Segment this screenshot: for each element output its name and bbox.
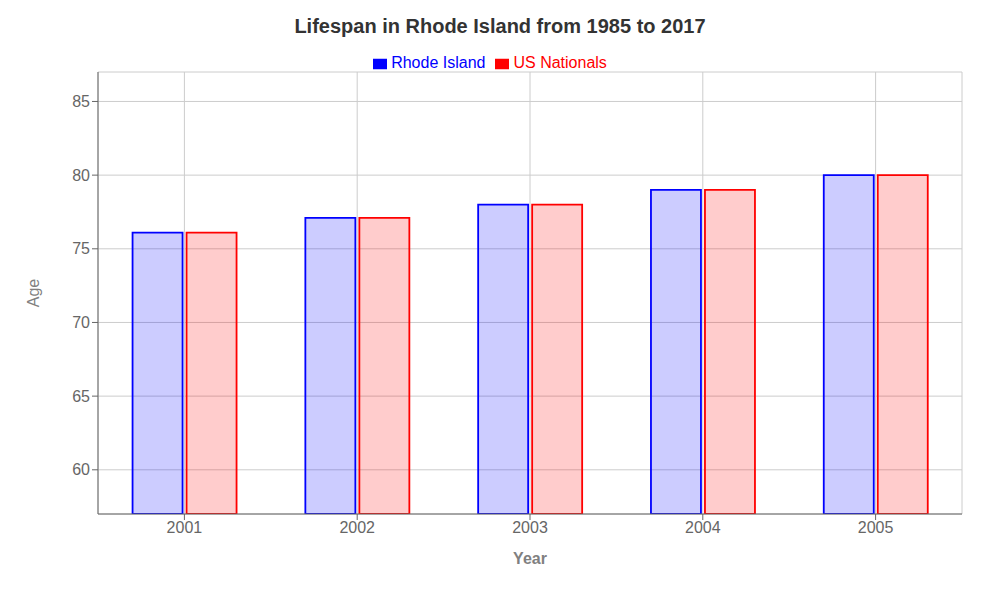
svg-text:2005: 2005 [858,519,894,536]
svg-text:75: 75 [72,240,90,257]
svg-text:2001: 2001 [167,519,203,536]
svg-text:60: 60 [72,461,90,478]
svg-text:Year: Year [513,550,547,567]
svg-text:65: 65 [72,388,90,405]
svg-text:2003: 2003 [512,519,548,536]
svg-text:2002: 2002 [339,519,375,536]
html-text:US Nationals: US Nationals [513,54,607,71]
html-text:Lifespan in Rhode Island from: Lifespan in Rhode Island from 1985 to 20… [294,15,706,37]
html-text:Rhode Island: Rhode Island [391,54,486,71]
svg-text:85: 85 [72,93,90,110]
svg-text:2004: 2004 [685,519,721,536]
svg-text:80: 80 [72,167,90,184]
svg-text:Age: Age [25,279,42,308]
svg-text:70: 70 [72,314,90,331]
